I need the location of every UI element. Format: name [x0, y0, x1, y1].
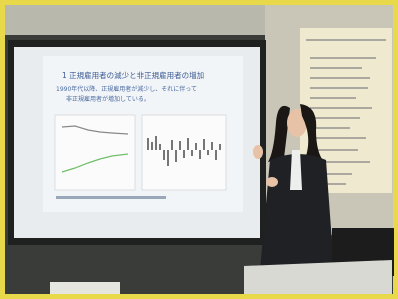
slide-body: 1990年代以降、正規雇用者が減少し、それに伴って: [56, 85, 197, 93]
hand: [266, 177, 278, 187]
hand: [253, 145, 263, 159]
blouse: [290, 150, 302, 190]
slide-url: [56, 196, 166, 199]
chair: [50, 282, 120, 294]
table: [244, 260, 392, 294]
photo: 1 正規雇用者の減少と非正規雇用者の増加 1990年代以降、正規雇用者が減少し、…: [0, 0, 398, 299]
slide-title: 1 正規雇用者の減少と非正規雇用者の増加: [62, 70, 204, 80]
slide-body: 非正規雇用者が増加している。: [66, 95, 150, 103]
